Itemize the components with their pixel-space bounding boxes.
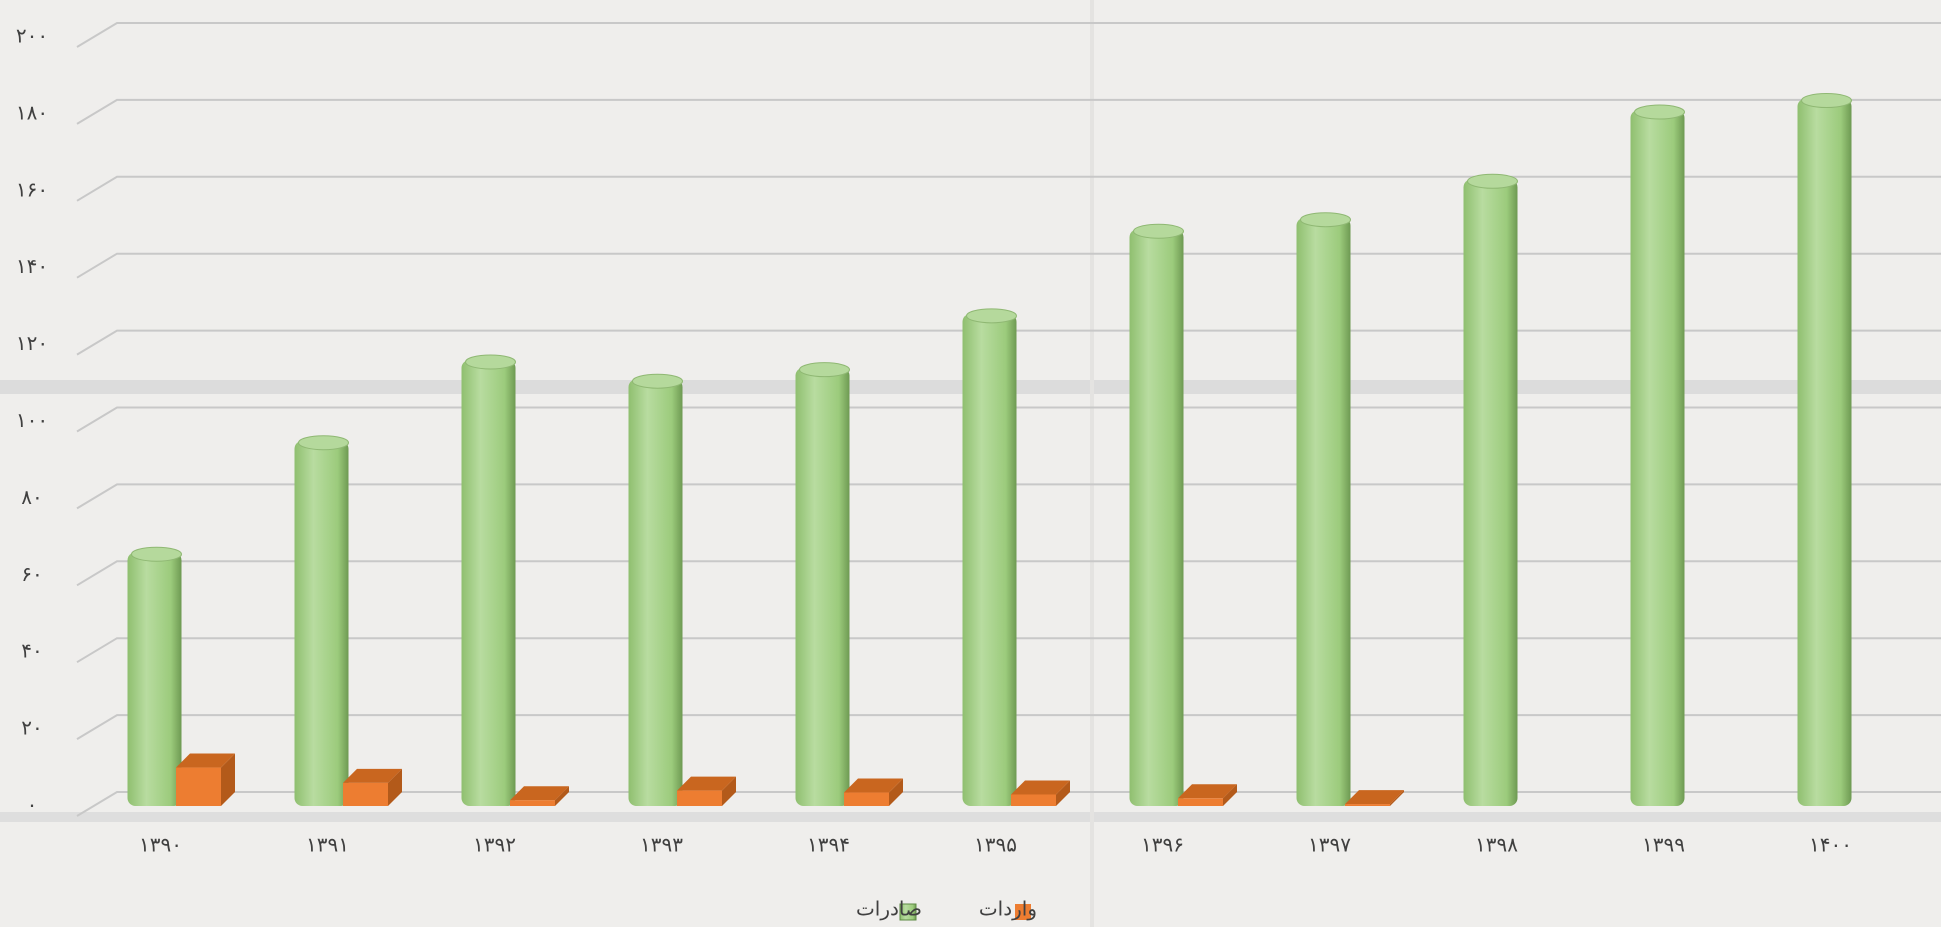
x-tick-label: ۱۳۹۷ bbox=[1308, 833, 1351, 857]
legend-swatch bbox=[899, 903, 917, 921]
y-tick-label: ۲۰ bbox=[21, 716, 42, 740]
bar bbox=[628, 379, 683, 806]
x-tick-label: ۱۳۹۰ bbox=[139, 833, 182, 857]
bar-side bbox=[1390, 790, 1404, 806]
bar bbox=[127, 552, 182, 806]
bar bbox=[962, 313, 1017, 806]
y-tick-label: ۱۴۰ bbox=[16, 254, 48, 278]
bar-top bbox=[1178, 784, 1237, 799]
bar-side bbox=[1056, 780, 1070, 806]
bar bbox=[1011, 794, 1056, 806]
grid-line bbox=[76, 175, 1941, 202]
background-band bbox=[0, 812, 1941, 822]
x-tick-label: ۱۴۰۰ bbox=[1809, 833, 1852, 857]
background-band bbox=[1090, 0, 1094, 927]
bar-top bbox=[966, 308, 1017, 324]
bar-top bbox=[465, 354, 516, 370]
bar-top bbox=[1801, 93, 1852, 109]
bar-top bbox=[632, 373, 683, 389]
x-tick-label: ۱۳۹۸ bbox=[1475, 833, 1518, 857]
bar bbox=[510, 800, 555, 806]
y-tick-label: ۱۰۰ bbox=[16, 408, 48, 432]
bar bbox=[844, 792, 889, 806]
bar-top bbox=[1345, 790, 1404, 805]
bar-top bbox=[844, 778, 903, 793]
bar-top bbox=[677, 776, 736, 791]
legend-label: صادرات bbox=[856, 897, 922, 921]
bar-top bbox=[1634, 104, 1685, 120]
x-tick-label: ۱۳۹۹ bbox=[1642, 833, 1685, 857]
bar-top bbox=[1300, 212, 1351, 228]
bar-top bbox=[1467, 173, 1518, 189]
bar-side bbox=[388, 768, 402, 806]
y-tick-label: ۴۰ bbox=[21, 639, 42, 663]
bar bbox=[1178, 798, 1223, 806]
x-tick-label: ۱۳۹۳ bbox=[640, 833, 683, 857]
bar bbox=[1797, 98, 1852, 806]
y-tick-label: ۱۲۰ bbox=[16, 331, 48, 355]
bar-top bbox=[1133, 223, 1184, 239]
bar-top bbox=[176, 753, 235, 768]
bar-side bbox=[221, 753, 235, 806]
x-tick-label: ۱۳۹۶ bbox=[1141, 833, 1184, 857]
bar bbox=[343, 782, 388, 806]
x-tick-label: ۱۳۹۴ bbox=[807, 833, 850, 857]
bar-side bbox=[889, 778, 903, 806]
bar bbox=[294, 440, 349, 806]
bar bbox=[1630, 110, 1685, 807]
bar-side bbox=[555, 786, 569, 806]
y-tick-label: ۲۰۰ bbox=[16, 24, 48, 48]
bar bbox=[1296, 217, 1351, 807]
bar bbox=[1463, 179, 1518, 806]
bar bbox=[1345, 804, 1390, 806]
bar bbox=[795, 367, 850, 806]
bar-side bbox=[722, 776, 736, 806]
grid-line bbox=[76, 22, 1941, 48]
bar-top bbox=[298, 435, 349, 451]
bar bbox=[677, 790, 722, 806]
bar-top bbox=[131, 546, 182, 562]
bar bbox=[461, 359, 516, 806]
legend-label: واردات bbox=[979, 897, 1037, 921]
grid-line bbox=[76, 98, 1941, 125]
bar-top bbox=[799, 362, 850, 378]
y-tick-label: ۰ bbox=[27, 793, 38, 817]
y-tick-label: ۱۸۰ bbox=[16, 100, 48, 124]
y-tick-label: ۸۰ bbox=[21, 485, 42, 509]
bar-top bbox=[510, 786, 569, 801]
x-tick-label: ۱۳۹۱ bbox=[306, 833, 349, 857]
legend-swatch bbox=[1015, 904, 1031, 920]
y-tick-label: ۶۰ bbox=[21, 562, 42, 586]
bar bbox=[176, 767, 221, 806]
x-tick-label: ۱۳۹۲ bbox=[473, 833, 516, 857]
bar bbox=[1129, 229, 1184, 806]
x-tick-label: ۱۳۹۵ bbox=[974, 833, 1017, 857]
bar-side bbox=[1223, 784, 1237, 806]
bar-top bbox=[343, 768, 402, 783]
bar-top bbox=[1011, 780, 1070, 795]
y-tick-label: ۱۶۰ bbox=[16, 177, 48, 201]
